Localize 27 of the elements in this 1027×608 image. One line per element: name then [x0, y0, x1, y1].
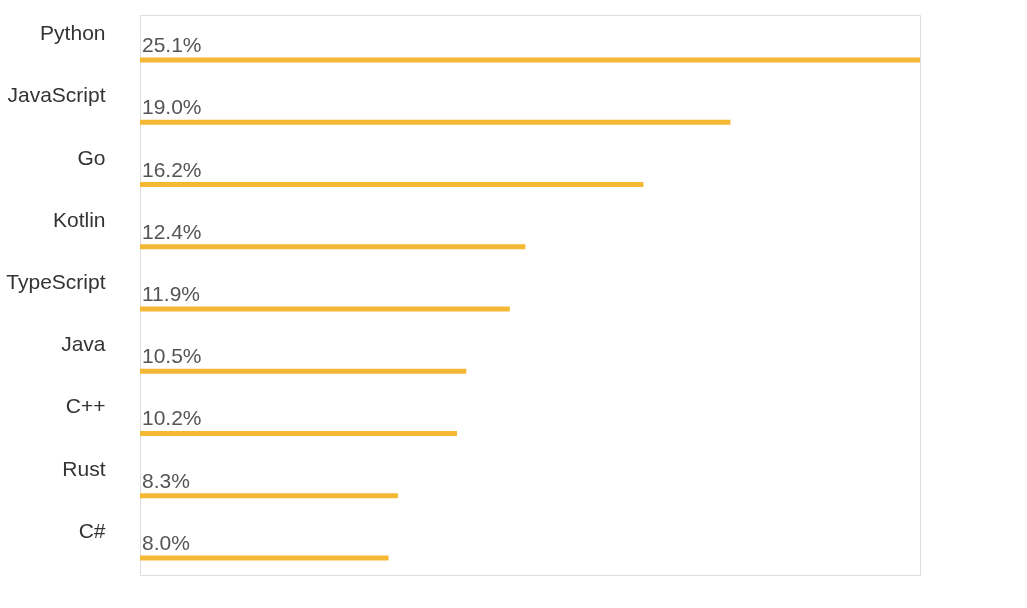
- data-label: 19.0%: [142, 95, 202, 119]
- data-label: 10.2%: [142, 406, 202, 430]
- y-tick-label: Java: [61, 332, 106, 356]
- y-tick-label: C#: [78, 518, 106, 542]
- data-label: 8.0%: [142, 530, 190, 554]
- bar: [140, 493, 398, 499]
- y-tick-label: Kotlin: [52, 207, 106, 231]
- y-tick-label: JavaScript: [7, 83, 106, 107]
- data-label: 25.1%: [142, 33, 202, 57]
- data-label: 16.2%: [142, 157, 202, 181]
- y-tick-label: Python: [40, 21, 106, 45]
- y-tick-label: Go: [77, 145, 106, 169]
- y-tick-label: TypeScript: [6, 270, 106, 293]
- bar: [140, 555, 389, 561]
- bar: [140, 182, 644, 188]
- y-tick-label: Rust: [62, 456, 106, 480]
- bar: [140, 306, 510, 312]
- bar: [140, 57, 920, 63]
- bar: [140, 244, 526, 250]
- bar: [140, 430, 457, 436]
- data-label: 11.9%: [142, 282, 200, 305]
- y-tick-label: C++: [65, 394, 106, 418]
- data-label: 8.3%: [142, 468, 190, 492]
- data-label: 12.4%: [142, 219, 202, 243]
- bar: [140, 368, 467, 374]
- bar: [140, 119, 731, 125]
- data-label: 10.5%: [142, 344, 202, 368]
